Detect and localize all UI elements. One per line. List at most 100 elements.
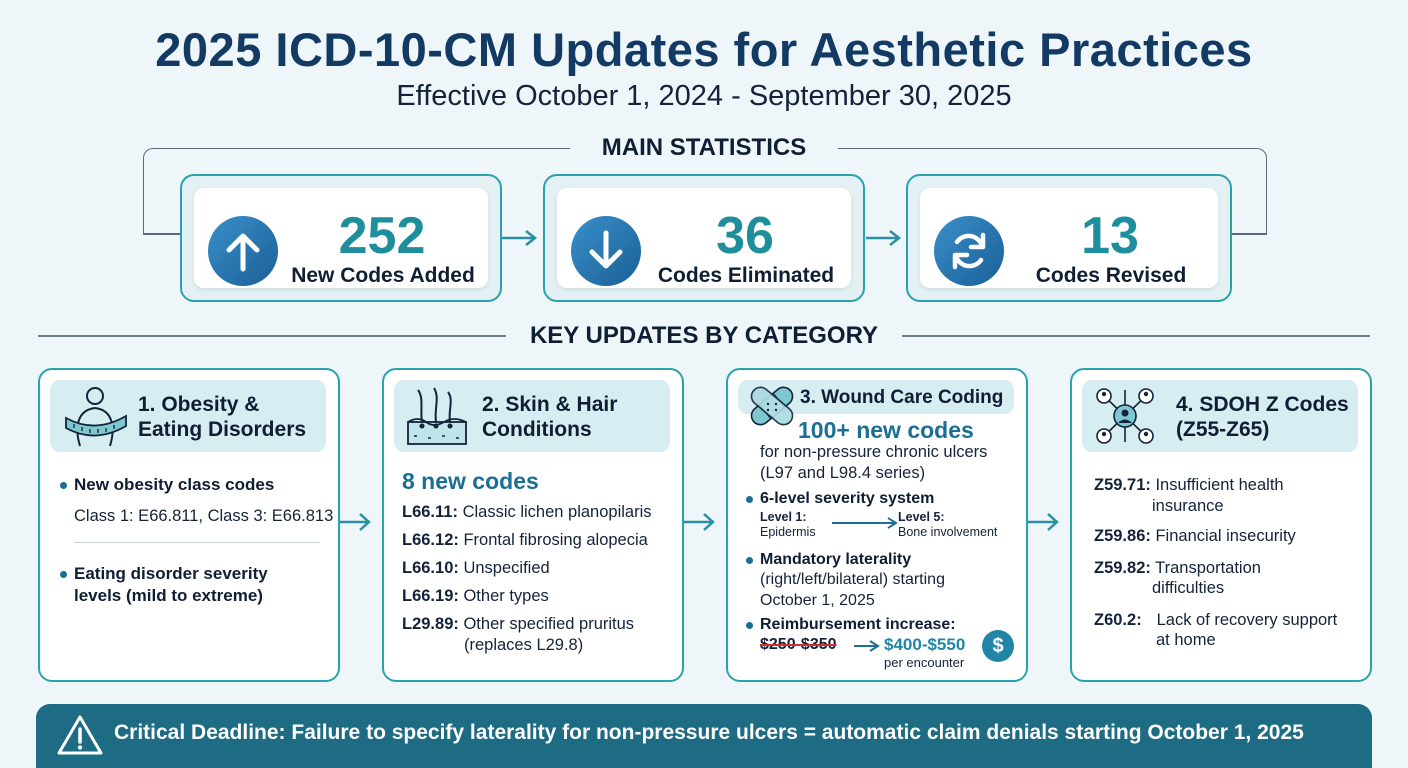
card-wound-care: 3. Wound Care Coding 100+ new codes for … bbox=[726, 368, 1028, 682]
stat-value: 13 bbox=[1081, 207, 1139, 265]
code-desc-cont: insurance bbox=[1152, 497, 1224, 515]
stat-label: Codes Eliminated bbox=[657, 264, 835, 287]
bullet bbox=[746, 557, 753, 564]
highlight-count: 8 new codes bbox=[402, 468, 539, 494]
code: Z59.71: bbox=[1094, 476, 1151, 494]
page-title: 2025 ICD-10-CM Updates for Aesthetic Pra… bbox=[155, 23, 1253, 76]
arrow-right-icon bbox=[854, 640, 880, 652]
code-row: L66.10: Unspecified bbox=[402, 558, 550, 579]
code: L29.89: bbox=[402, 615, 459, 633]
laterality-detail: (right/left/bilateral) starting October … bbox=[760, 569, 945, 611]
stat-card-inner: 13 Codes Revised bbox=[920, 188, 1218, 288]
card-header: 2. Skin & Hair Conditions bbox=[394, 380, 670, 452]
code-desc-cont: difficulties bbox=[1152, 579, 1225, 597]
wound-desc-line: (L97 and L98.4 series) bbox=[760, 464, 926, 482]
stat-label: Codes Revised bbox=[1035, 264, 1187, 287]
stats-bracket-left-foot bbox=[143, 233, 181, 235]
card-title-line: Conditions bbox=[482, 418, 592, 441]
old-range-value: $250-$350 bbox=[760, 636, 837, 653]
card-title-line: 2. Skin & Hair bbox=[482, 393, 618, 416]
measuring-tape-body-icon bbox=[65, 387, 127, 447]
level-desc: Bone involvement bbox=[898, 525, 998, 539]
bullet-text: New obesity class codes bbox=[74, 475, 275, 494]
highlight-count: 100+ new codes bbox=[798, 417, 974, 443]
divider-left bbox=[38, 335, 506, 337]
code-desc: Unspecified bbox=[463, 559, 550, 577]
arrow-right-icon bbox=[1028, 513, 1059, 531]
code-row: L29.89: Other specified pruritus bbox=[402, 614, 634, 635]
arrow-right-icon bbox=[340, 513, 371, 531]
card-title: 1. Obesity & Eating Disorders bbox=[138, 392, 306, 442]
card-title: 2. Skin & Hair Conditions bbox=[482, 392, 617, 442]
dollar-icon: $ bbox=[982, 630, 1014, 662]
code: Z59.82: bbox=[1094, 559, 1151, 577]
stat-card-inner: 252 New Codes Added bbox=[194, 188, 488, 288]
critical-deadline-banner: Critical Deadline: Failure to specify la… bbox=[36, 704, 1372, 768]
new-range: $400-$550 bbox=[884, 635, 966, 654]
card-header: 1. Obesity & Eating Disorders bbox=[50, 380, 326, 452]
stat-card-codes-revised: 13 Codes Revised bbox=[906, 174, 1232, 302]
code-row: L66.12: Frontal fibrosing alopecia bbox=[402, 530, 648, 551]
key-updates-heading: KEY UPDATES BY CATEGORY bbox=[529, 322, 879, 349]
code: L66.19: bbox=[402, 587, 459, 605]
per-encounter: per encounter bbox=[884, 655, 965, 670]
level-5: Level 5: Bone involvement bbox=[898, 510, 997, 540]
bullet-text: Reimbursement increase: bbox=[760, 616, 956, 633]
stat-card-new-codes: 252 New Codes Added bbox=[180, 174, 502, 302]
stat-value: 252 bbox=[338, 207, 426, 265]
code: L66.12: bbox=[402, 531, 459, 549]
arrow-down-icon bbox=[571, 216, 641, 286]
card-obesity: 1. Obesity & Eating Disorders New obesit… bbox=[38, 368, 340, 682]
stats-bracket-right-foot bbox=[1228, 233, 1266, 235]
bullet bbox=[746, 496, 753, 503]
bullet bbox=[60, 482, 67, 489]
bullet bbox=[60, 571, 67, 578]
bandage-icon bbox=[750, 386, 794, 426]
bullet-line: levels (mild to extreme) bbox=[74, 586, 263, 605]
banner-text: Critical Deadline: Failure to specify la… bbox=[114, 721, 1304, 744]
arrow-right-icon bbox=[684, 513, 715, 531]
old-range: $250-$350 bbox=[760, 636, 837, 654]
code-row: L66.11: Classic lichen planopilaris bbox=[402, 502, 651, 523]
laterality-line: October 1, 2025 bbox=[760, 592, 875, 609]
bullet bbox=[746, 622, 753, 629]
code-desc-cont: at home bbox=[1156, 631, 1216, 649]
bullet-detail: Class 1: E66.811, Class 3: E66.813 bbox=[74, 507, 334, 525]
warning-icon bbox=[57, 715, 103, 755]
card-title-line: 1. Obesity & bbox=[138, 393, 260, 416]
code: Z59.86: bbox=[1094, 527, 1151, 545]
card-title: 3. Wound Care Coding bbox=[800, 387, 1004, 408]
sdoh-row: Z59.71: Insufficient health bbox=[1094, 475, 1284, 496]
code: Z60.2: bbox=[1094, 611, 1142, 629]
code-desc: Classic lichen planopilaris bbox=[462, 503, 652, 521]
arrow-up-icon bbox=[208, 216, 278, 286]
arrow-right-icon bbox=[866, 230, 902, 246]
sdoh-row: Z59.82: Transportation bbox=[1094, 558, 1261, 579]
arrow-right-icon bbox=[502, 230, 538, 246]
refresh-icon bbox=[934, 216, 1004, 286]
card-divider bbox=[74, 542, 320, 543]
stat-label: New Codes Added bbox=[291, 264, 475, 287]
card-title-line: Eating Disorders bbox=[138, 418, 307, 441]
page-subtitle: Effective October 1, 2024 - September 30… bbox=[396, 80, 1012, 112]
bullet-text: 6-level severity system bbox=[760, 490, 935, 507]
card-title: 4. SDOH Z Codes (Z55-Z65) bbox=[1176, 392, 1349, 442]
sdoh-row: Z60.2: Lack of recovery support bbox=[1094, 610, 1337, 631]
level-1: Level 1: Epidermis bbox=[760, 510, 816, 540]
bullet-text: Eating disorder severity levels (mild to… bbox=[74, 563, 268, 607]
card-header: 4. SDOH Z Codes (Z55-Z65) bbox=[1082, 380, 1358, 452]
code-desc: Other specified pruritus bbox=[463, 615, 635, 633]
code-desc: Insufficient health bbox=[1155, 476, 1284, 494]
sdoh-row: Z59.86: Financial insecurity bbox=[1094, 526, 1296, 547]
code-desc: Lack of recovery support bbox=[1156, 611, 1338, 629]
card-header: 3. Wound Care Coding bbox=[738, 380, 1014, 426]
arrow-right-icon bbox=[832, 517, 898, 529]
card-skin-hair: 2. Skin & Hair Conditions 8 new codes L6… bbox=[382, 368, 684, 682]
wound-desc-line: for non-pressure chronic ulcers bbox=[760, 443, 988, 461]
code-note: (replaces L29.8) bbox=[464, 636, 584, 654]
card-title-line: 4. SDOH Z Codes bbox=[1176, 393, 1349, 416]
level-label: Level 5: bbox=[898, 510, 945, 524]
card-title-line: (Z55-Z65) bbox=[1176, 418, 1270, 441]
skin-hair-icon bbox=[407, 387, 467, 445]
laterality-line: (right/left/bilateral) starting bbox=[760, 571, 945, 588]
